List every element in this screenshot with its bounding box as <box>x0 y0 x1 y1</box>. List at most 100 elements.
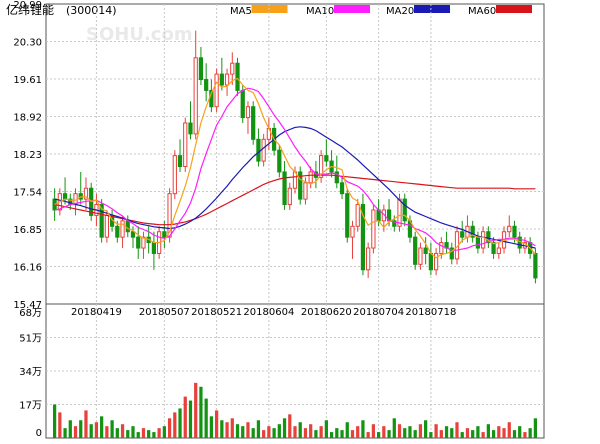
candle-body <box>298 171 303 200</box>
volume-bar <box>350 430 355 438</box>
candle-body <box>287 187 292 206</box>
candle-body <box>303 182 308 200</box>
candle-body <box>402 198 407 222</box>
volume-bar <box>230 418 234 438</box>
candle-body <box>439 242 444 254</box>
volume-bar <box>267 426 271 438</box>
stock-code: (300014) <box>66 4 117 17</box>
candle-body <box>245 106 251 119</box>
date-tick-label: 20180704 <box>353 307 404 318</box>
price-tick-label: 20.99 <box>13 0 42 11</box>
volume-bar <box>209 416 214 438</box>
volume-bar <box>262 430 266 438</box>
date-tick-label: 20180604 <box>243 307 294 318</box>
candle-body <box>481 231 486 249</box>
candle-body <box>345 193 350 238</box>
volume-bar <box>418 424 423 438</box>
legend-swatch-ma20 <box>414 5 450 13</box>
volume-bar <box>194 382 198 438</box>
volume-bar <box>319 426 323 438</box>
candle-body <box>334 171 339 184</box>
candle-body <box>460 231 465 238</box>
volume-bar <box>465 428 470 438</box>
candle-body <box>177 155 183 167</box>
moving-average-lines <box>54 77 536 259</box>
date-tick-label: 20180718 <box>405 307 456 318</box>
volume-bar <box>220 420 224 438</box>
stock-name: 亿纬锂能 <box>6 2 54 17</box>
volume-bar <box>235 424 240 438</box>
volume-bar <box>84 410 88 438</box>
volume-bar <box>105 426 109 438</box>
volume-bar <box>387 430 391 438</box>
volume-bar <box>434 424 438 438</box>
volume-bar <box>131 426 135 438</box>
candle-body <box>167 193 172 238</box>
legend-label-ma60: MA60 <box>468 6 496 17</box>
candle-body <box>355 204 360 227</box>
candle-body <box>62 193 68 200</box>
volume-bar <box>528 428 532 438</box>
candle-body <box>392 220 397 227</box>
candle-body <box>397 198 402 227</box>
candle-body <box>172 155 177 195</box>
volume-axis: 68万 51万 34万 17万 0 <box>19 308 42 439</box>
candle-body <box>83 187 89 200</box>
volume-bar <box>136 432 140 438</box>
candle-body <box>324 155 329 162</box>
volume-bar <box>110 420 114 438</box>
candle-body <box>183 122 188 167</box>
volume-bar <box>126 430 130 438</box>
date-axis: 20180419 20180507 20180521 20180604 20180620… <box>71 307 456 318</box>
volume-bar <box>141 428 146 438</box>
volume-bar <box>512 430 517 438</box>
candle-body <box>214 73 219 108</box>
volume-bar <box>439 430 443 438</box>
candle-body <box>423 247 428 254</box>
volume-tick-label: 68万 <box>19 308 42 319</box>
volume-bar <box>309 424 313 438</box>
volume-tick-label: 34万 <box>19 367 42 378</box>
ma60-line <box>54 174 536 226</box>
volume-bar <box>178 408 182 438</box>
volume-bar <box>408 426 412 438</box>
volume-bar <box>471 430 475 438</box>
date-tick-label: 20180620 <box>301 307 352 318</box>
ma5-line <box>54 77 536 259</box>
legend-label-ma5: MA5 <box>230 6 252 17</box>
volume-bar <box>371 424 376 438</box>
volume-bar <box>157 428 161 438</box>
candle-body <box>251 106 256 140</box>
candle-body <box>219 73 224 86</box>
volume-bar <box>491 430 496 438</box>
volume-bar <box>397 424 402 438</box>
volume-bar <box>429 432 433 438</box>
candle-body <box>188 122 193 135</box>
candle-body <box>224 73 230 86</box>
volume-bar <box>199 386 203 438</box>
volume-bar <box>167 418 172 438</box>
volume-bar <box>382 426 386 438</box>
volume-bar <box>518 426 522 438</box>
price-tick-label: 17.54 <box>13 188 42 199</box>
volume-bar <box>455 422 459 438</box>
volume-bar <box>444 426 449 438</box>
volume-bar <box>335 428 339 438</box>
volume-bar <box>314 430 318 438</box>
volume-bar <box>282 418 287 438</box>
volume-bar <box>162 426 166 438</box>
legend-swatch-ma10 <box>334 5 370 13</box>
volume-bar <box>115 428 119 438</box>
candle-body <box>193 57 198 135</box>
candle-body <box>319 155 324 178</box>
volume-bar <box>173 412 177 438</box>
volume-bar <box>246 422 250 438</box>
volume-bar <box>361 420 365 438</box>
volume-tick-label: 51万 <box>19 334 42 345</box>
price-tick-label: 18.92 <box>13 113 42 124</box>
legend-swatch-ma5 <box>251 5 288 13</box>
volume-bars <box>52 382 538 438</box>
candle-body <box>230 62 235 75</box>
volume-bar <box>188 400 193 438</box>
